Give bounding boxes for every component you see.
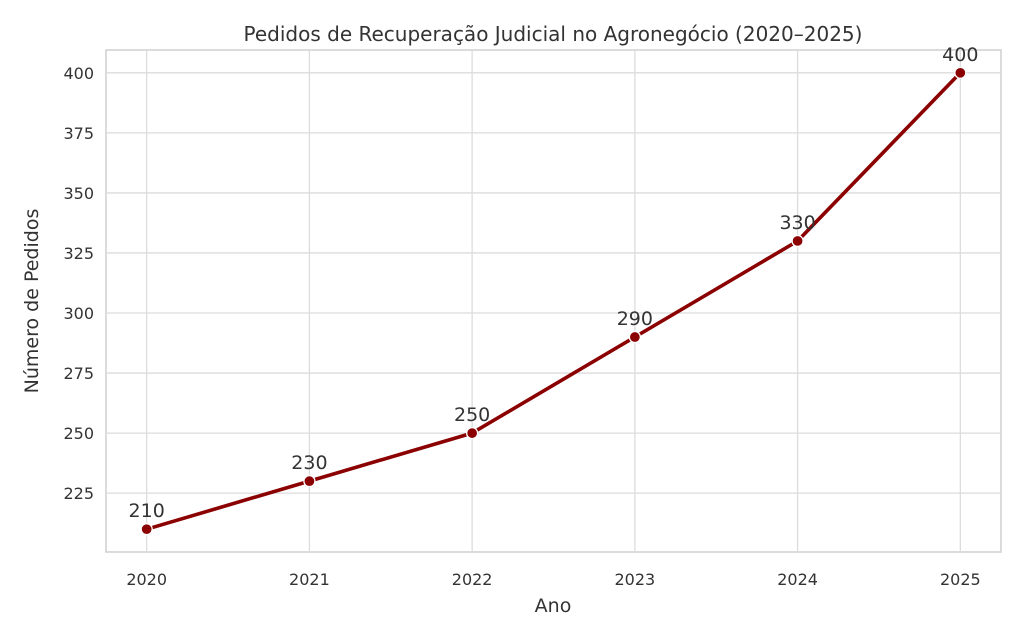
data-label: 400	[942, 44, 978, 66]
data-point	[628, 330, 642, 344]
x-tick-label: 2024	[777, 570, 818, 589]
grid	[106, 50, 1001, 552]
data-point	[140, 523, 153, 536]
data-label: 290	[617, 308, 653, 330]
data-label: 250	[454, 404, 490, 426]
y-tick-label: 350	[63, 184, 94, 203]
x-axis-ticks: 2020 2021 2022 2023 2024 2025	[126, 570, 980, 589]
x-tick-label: 2022	[452, 570, 493, 589]
data-labels: 210 230 250 290 330 400	[129, 44, 979, 522]
x-tick-label: 2025	[940, 570, 981, 589]
y-tick-label: 275	[63, 364, 94, 383]
x-tick-label: 2021	[289, 570, 330, 589]
y-tick-label: 400	[63, 64, 94, 83]
y-tick-label: 250	[63, 424, 94, 443]
data-label: 230	[291, 452, 327, 474]
y-tick-label: 225	[63, 484, 94, 503]
data-point	[303, 474, 316, 488]
x-tick-label: 2020	[126, 570, 167, 589]
y-axis-ticks: 225 250 275 300 325 350 375 400	[63, 64, 94, 503]
data-points	[140, 66, 967, 536]
y-tick-label: 375	[63, 124, 94, 143]
y-tick-label: 300	[63, 304, 94, 323]
chart-title: Pedidos de Recuperação Judicial no Agron…	[244, 22, 863, 46]
data-point	[465, 426, 479, 440]
y-axis-label: Número de Pedidos	[21, 209, 43, 394]
data-point	[954, 66, 967, 79]
x-tick-label: 2023	[615, 570, 656, 589]
series-line	[144, 71, 963, 531]
plot-area	[105, 49, 1002, 553]
data-label: 330	[779, 212, 815, 234]
data-label: 210	[129, 500, 165, 522]
y-tick-label: 325	[63, 244, 94, 263]
data-point	[791, 234, 804, 248]
x-axis-label: Ano	[535, 595, 572, 617]
